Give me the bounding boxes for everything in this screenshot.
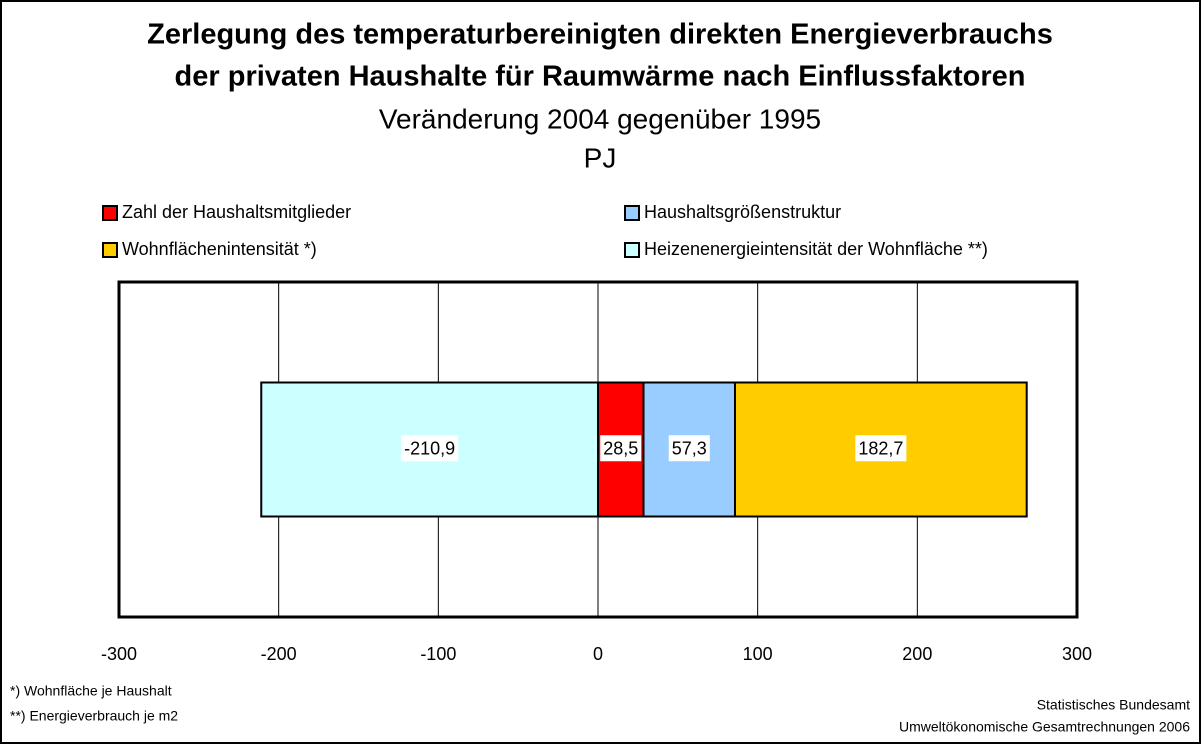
data-label: 28,5: [603, 438, 638, 458]
data-label: 57,3: [672, 438, 707, 458]
x-tick-label: 100: [743, 644, 773, 664]
data-label-bg: [855, 435, 907, 462]
chart-subtitle: Veränderung 2004 gegenüber 1995: [379, 103, 821, 134]
legend-swatch: [624, 242, 640, 258]
legend-swatch: [102, 242, 118, 258]
x-tick-label: -200: [261, 644, 297, 664]
data-label: -210,9: [404, 438, 455, 458]
plot-border: [117, 280, 1079, 619]
chart-title: Zerlegung des temperaturbereinigten dire…: [147, 19, 1053, 51]
legend-label: Wohnflächenintensität *): [122, 239, 317, 259]
legend-label: Haushaltsgrößenstruktur: [644, 202, 841, 222]
x-tick-label: 0: [593, 644, 603, 664]
legend-swatch: [102, 205, 118, 221]
source: Statistisches Bundesamt: [1037, 697, 1190, 713]
legend-label: Heizenenergieintensität der Wohnfläche *…: [644, 239, 988, 259]
legend-label: Zahl der Haushaltsmitglieder: [122, 202, 351, 222]
data-label: 182,7: [858, 438, 903, 458]
data-label-bg: [668, 435, 710, 462]
legend-swatch: [624, 205, 640, 221]
x-tick-label: 300: [1062, 644, 1092, 664]
x-tick-label: -100: [420, 644, 456, 664]
chart-title: der privaten Haushalte für Raumwärme nac…: [175, 61, 1026, 93]
data-label-bg: [401, 435, 459, 462]
x-tick-label: -300: [101, 644, 137, 664]
x-tick-label: 200: [902, 644, 932, 664]
unit-label: PJ: [584, 142, 617, 173]
data-label-bg: [600, 435, 642, 462]
footnote: *) Wohnfläche je Haushalt: [10, 683, 172, 699]
source: Umweltökonomische Gesamtrechnungen 2006: [899, 719, 1190, 735]
footnote: **) Energieverbrauch je m2: [10, 708, 178, 724]
